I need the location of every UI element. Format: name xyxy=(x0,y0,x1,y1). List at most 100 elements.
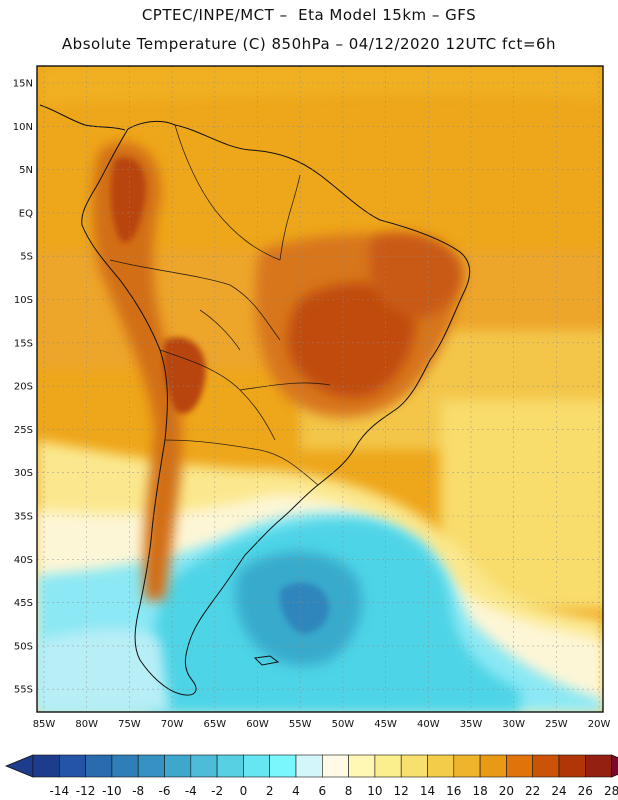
field-andes-hot xyxy=(110,157,146,243)
colorbar-tick-label: -12 xyxy=(76,784,96,798)
colorbar-tick-label: 0 xyxy=(240,784,248,798)
colorbar-tick-label: 18 xyxy=(472,784,487,798)
colorbar-swatch xyxy=(427,754,455,778)
lat-label: 35S xyxy=(14,512,33,523)
field-brazil-warm-core xyxy=(288,283,416,398)
lat-label: 15N xyxy=(13,79,33,90)
colorbar-swatch xyxy=(243,754,270,778)
colorbar-tick-label: 2 xyxy=(266,784,274,798)
colorbar-tick-label: 20 xyxy=(499,784,514,798)
border-2 xyxy=(109,259,281,341)
border-4 xyxy=(164,439,319,486)
colorbar-swatch xyxy=(321,754,349,778)
colorbar-swatch xyxy=(32,754,60,778)
colorbar-swatch xyxy=(111,754,139,778)
falkland-islands xyxy=(253,655,280,666)
lat-label: 10N xyxy=(13,122,33,133)
lat-label: 40S xyxy=(14,555,33,566)
field-cold-core-2 xyxy=(279,582,330,634)
colorbar-swatch xyxy=(374,754,402,778)
lon-label: 55W xyxy=(289,719,312,730)
colorbar-swatch xyxy=(400,754,428,778)
latitude-labels: 15N 10N 5N EQ 5S 10S 15S 20S 25S 30S 35S 40S 45S 50S 5… xyxy=(13,79,33,696)
colorbar-swatch xyxy=(269,754,297,778)
colorbar-tick-label: 26 xyxy=(578,784,593,798)
central-america-outline xyxy=(39,104,126,131)
colorbar-swatch xyxy=(85,754,113,778)
lat-label: 30S xyxy=(14,468,33,479)
lon-label: 40W xyxy=(417,719,440,730)
colorbar-tick-labels: -14 -12 -10 -8 -6 -4 -2 0 2 4 6 8 10 12 14 16 18 20 22 24 26… xyxy=(49,784,618,798)
coastlines xyxy=(39,104,471,696)
lat-label: 25S xyxy=(14,425,33,436)
lon-label: 75W xyxy=(118,719,141,730)
chart-title-line-2: Absolute Temperature (C) 850hPa – 04/12/… xyxy=(61,35,557,53)
colorbar-tick-label: 24 xyxy=(551,784,566,798)
border-5 xyxy=(279,174,301,261)
colorbar-over-arrow xyxy=(611,754,618,778)
colorbar-tick-label: -6 xyxy=(159,784,171,798)
colorbar-swatch xyxy=(558,754,586,778)
lon-label: 50W xyxy=(332,719,355,730)
lat-label: 55S xyxy=(14,685,33,696)
colorbar-tick-label: -14 xyxy=(49,784,69,798)
lat-label: 5S xyxy=(20,252,33,263)
colorbar-tick-label: -2 xyxy=(211,784,223,798)
colorbar-swatch xyxy=(164,754,192,778)
colorbar-tick-label: -10 xyxy=(102,784,122,798)
lon-label: 25W xyxy=(545,719,568,730)
lon-label: 30W xyxy=(502,719,525,730)
colorbar-swatch xyxy=(532,754,560,778)
lon-label: 35W xyxy=(460,719,483,730)
colorbar-tick-label: 22 xyxy=(525,784,540,798)
colorbar-tick-label: 6 xyxy=(318,784,326,798)
lat-label: 20S xyxy=(14,382,33,393)
lon-label: 85W xyxy=(33,719,56,730)
colorbar-swatch xyxy=(137,754,165,778)
lon-label: 60W xyxy=(246,719,269,730)
lon-label: 65W xyxy=(203,719,226,730)
colorbar-tick-label: 28 xyxy=(604,784,618,798)
field-caribbean-warm xyxy=(40,66,603,104)
country-borders xyxy=(109,124,331,486)
map-frame xyxy=(36,65,604,713)
border-6 xyxy=(239,382,331,391)
colorbar-tick-label: 12 xyxy=(394,784,409,798)
colorbar-tick-label: 8 xyxy=(345,784,353,798)
lat-label: 50S xyxy=(14,641,33,652)
border-1 xyxy=(174,124,281,261)
colorbar xyxy=(4,754,618,778)
field-andes-warm xyxy=(92,142,182,600)
colorbar-swatch xyxy=(295,754,323,778)
lon-label: 80W xyxy=(75,719,98,730)
colorbar-tick-label: 4 xyxy=(292,784,300,798)
colorbar-tick-label: 14 xyxy=(420,784,435,798)
colorbar-swatch xyxy=(348,754,376,778)
lon-label: 45W xyxy=(374,719,397,730)
colorbar-swatch xyxy=(190,754,218,778)
south-america-outline xyxy=(81,120,471,696)
colorbar-swatch xyxy=(584,754,612,778)
lat-label: 10S xyxy=(14,295,33,306)
lat-label: 5N xyxy=(19,165,33,176)
graticule xyxy=(37,66,603,712)
colorbar-tick-label: -8 xyxy=(132,784,144,798)
field-northeast-warm xyxy=(370,232,463,319)
colorbar-swatch xyxy=(479,754,507,778)
colorbar-swatch xyxy=(58,754,86,778)
colorbar-tick-label: 10 xyxy=(367,784,382,798)
temperature-field xyxy=(37,66,603,712)
border-7 xyxy=(199,309,241,351)
colorbar-swatch xyxy=(453,754,481,778)
colorbar-under-arrow xyxy=(4,754,34,778)
longitude-labels: 85W 80W 75W 70W 65W 60W 55W 50W 45W 40W 35W 30W 25W 2… xyxy=(33,719,611,730)
colorbar-tick-label: -4 xyxy=(185,784,197,798)
colorbar-swatch xyxy=(506,754,533,778)
field-cold-sw xyxy=(37,628,170,712)
colorbar-swatch xyxy=(216,754,244,778)
lon-label: 20W xyxy=(588,719,611,730)
border-3 xyxy=(159,349,276,441)
colorbar-tick-label: 16 xyxy=(446,784,461,798)
lon-label: 70W xyxy=(161,719,184,730)
